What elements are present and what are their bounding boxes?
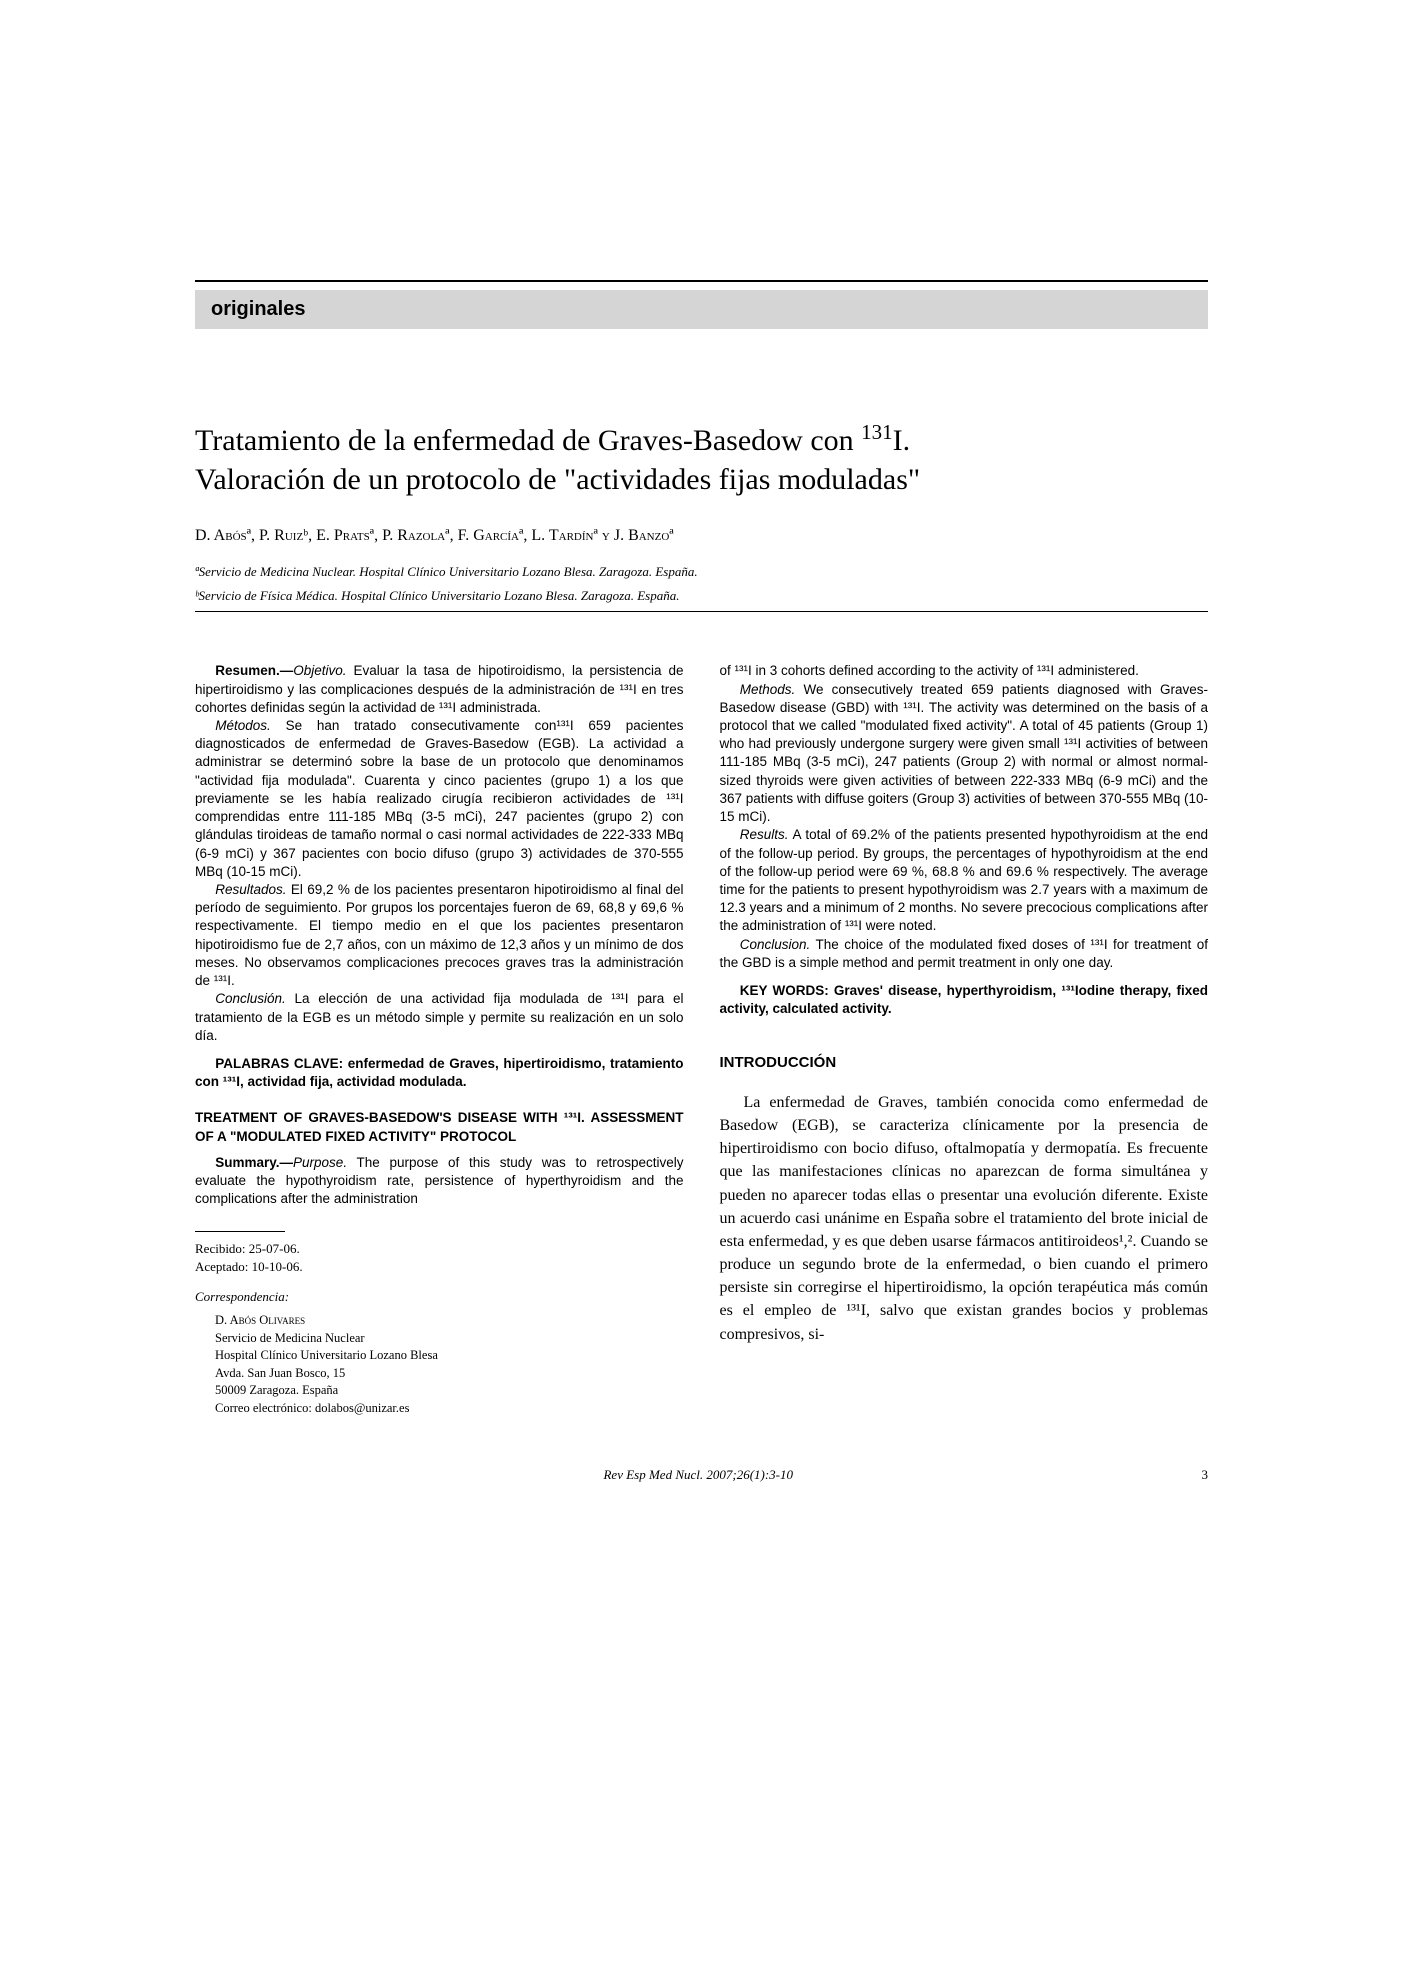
abstract-en-conclusion: Conclusion. The choice of the modulated … <box>720 936 1209 972</box>
palabras-clave: PALABRAS CLAVE: enfermedad de Graves, hi… <box>195 1055 684 1091</box>
author-list: D. Abósª, P. Ruizᵇ, E. Pratsª, P. Razola… <box>195 527 1208 545</box>
abstract-en-results: Results. A total of 69.2% of the patient… <box>720 826 1209 935</box>
affiliation-b: ᵇServicio de Física Médica. Hospital Clí… <box>195 587 1208 605</box>
title-part2: Valoración de un protocolo de "actividad… <box>195 463 920 496</box>
keywords-en: KEY WORDS: Graves' disease, hyperthyroid… <box>720 982 1209 1018</box>
conclusion-es-label: Conclusión. <box>215 991 286 1006</box>
footer-divider <box>195 1231 285 1232</box>
english-title: TREATMENT OF GRAVES-BASEDOW'S DISEASE WI… <box>195 1109 684 1145</box>
citation: Rev Esp Med Nucl. 2007;26(1):3-10 <box>603 1467 793 1483</box>
abstract-es-metodos: Métodos. Se han tratado consecutivamente… <box>195 717 684 881</box>
abstract-en-purpose-cont: of ¹³¹I in 3 cohorts defined according t… <box>720 662 1209 680</box>
corr-hospital: Hospital Clínico Universitario Lozano Bl… <box>215 1347 684 1365</box>
corr-dept: Servicio de Medicina Nuclear <box>215 1330 684 1348</box>
title-iodine: I. <box>893 424 911 457</box>
resultados-label: Resultados. <box>215 882 286 897</box>
purpose-label: Purpose. <box>293 1155 347 1170</box>
affiliation-rule <box>195 611 1208 612</box>
abstract-en-purpose: Summary.—Purpose. The purpose of this st… <box>195 1154 684 1209</box>
methods-en-label: Methods. <box>740 682 796 697</box>
corr-email: Correo electrónico: dolabos@unizar.es <box>215 1400 684 1418</box>
abstract-es-objetivo: Resumen.—Objetivo. Evaluar la tasa de hi… <box>195 662 684 717</box>
abstract-es-resultados: Resultados. El 69,2 % de los pacientes p… <box>195 881 684 990</box>
recibido-date: Recibido: 25-07-06. <box>195 1240 684 1258</box>
left-column: Resumen.—Objetivo. Evaluar la tasa de hi… <box>195 662 684 1417</box>
article-title: Tratamiento de la enfermedad de Graves-B… <box>195 419 1208 499</box>
abstract-en-methods: Methods. We consecutively treated 659 pa… <box>720 681 1209 827</box>
section-band: originales <box>195 290 1208 329</box>
aceptado-date: Aceptado: 10-10-06. <box>195 1258 684 1276</box>
two-column-layout: Resumen.—Objetivo. Evaluar la tasa de hi… <box>195 662 1208 1417</box>
metodos-label: Métodos. <box>215 718 271 733</box>
correspondence-block: Correspondencia: D. Abós Olivares Servic… <box>195 1288 684 1417</box>
metodos-text: Se han tratado consecutivamente con¹³¹I … <box>195 718 684 879</box>
abstract-es-conclusion: Conclusión. La elección de una actividad… <box>195 990 684 1045</box>
corr-city: 50009 Zaragoza. España <box>215 1382 684 1400</box>
resumen-label: Resumen.— <box>215 663 293 678</box>
results-en-label: Results. <box>740 827 789 842</box>
corr-name: D. Abós Olivares <box>215 1312 684 1330</box>
dates-block: Recibido: 25-07-06. Aceptado: 10-10-06. <box>195 1240 684 1276</box>
affiliation-a: ªServicio de Medicina Nuclear. Hospital … <box>195 563 1208 581</box>
methods-en-text: We consecutively treated 659 patients di… <box>720 682 1209 825</box>
top-rule <box>195 280 1208 282</box>
right-column: of ¹³¹I in 3 cohorts defined according t… <box>720 662 1209 1417</box>
section-label: originales <box>211 298 305 320</box>
page-footer: Rev Esp Med Nucl. 2007;26(1):3-10 3 <box>195 1467 1208 1483</box>
introduction-heading: INTRODUCCIÓN <box>720 1053 1209 1073</box>
results-en-text: A total of 69.2% of the patients present… <box>720 827 1209 933</box>
summary-label: Summary.— <box>215 1155 293 1170</box>
corr-address: Avda. San Juan Bosco, 15 <box>215 1365 684 1383</box>
conclusion-en-label: Conclusion. <box>740 937 811 952</box>
page-number: 3 <box>1202 1467 1209 1483</box>
title-part1: Tratamiento de la enfermedad de Graves-B… <box>195 424 861 457</box>
introduction-body: La enfermedad de Graves, también conocid… <box>720 1091 1209 1346</box>
objetivo-label: Objetivo. <box>293 663 346 678</box>
title-isotope: 131 <box>861 420 893 444</box>
correspondence-label: Correspondencia: <box>195 1288 684 1306</box>
resultados-text: El 69,2 % de los pacientes presentaron h… <box>195 882 684 988</box>
